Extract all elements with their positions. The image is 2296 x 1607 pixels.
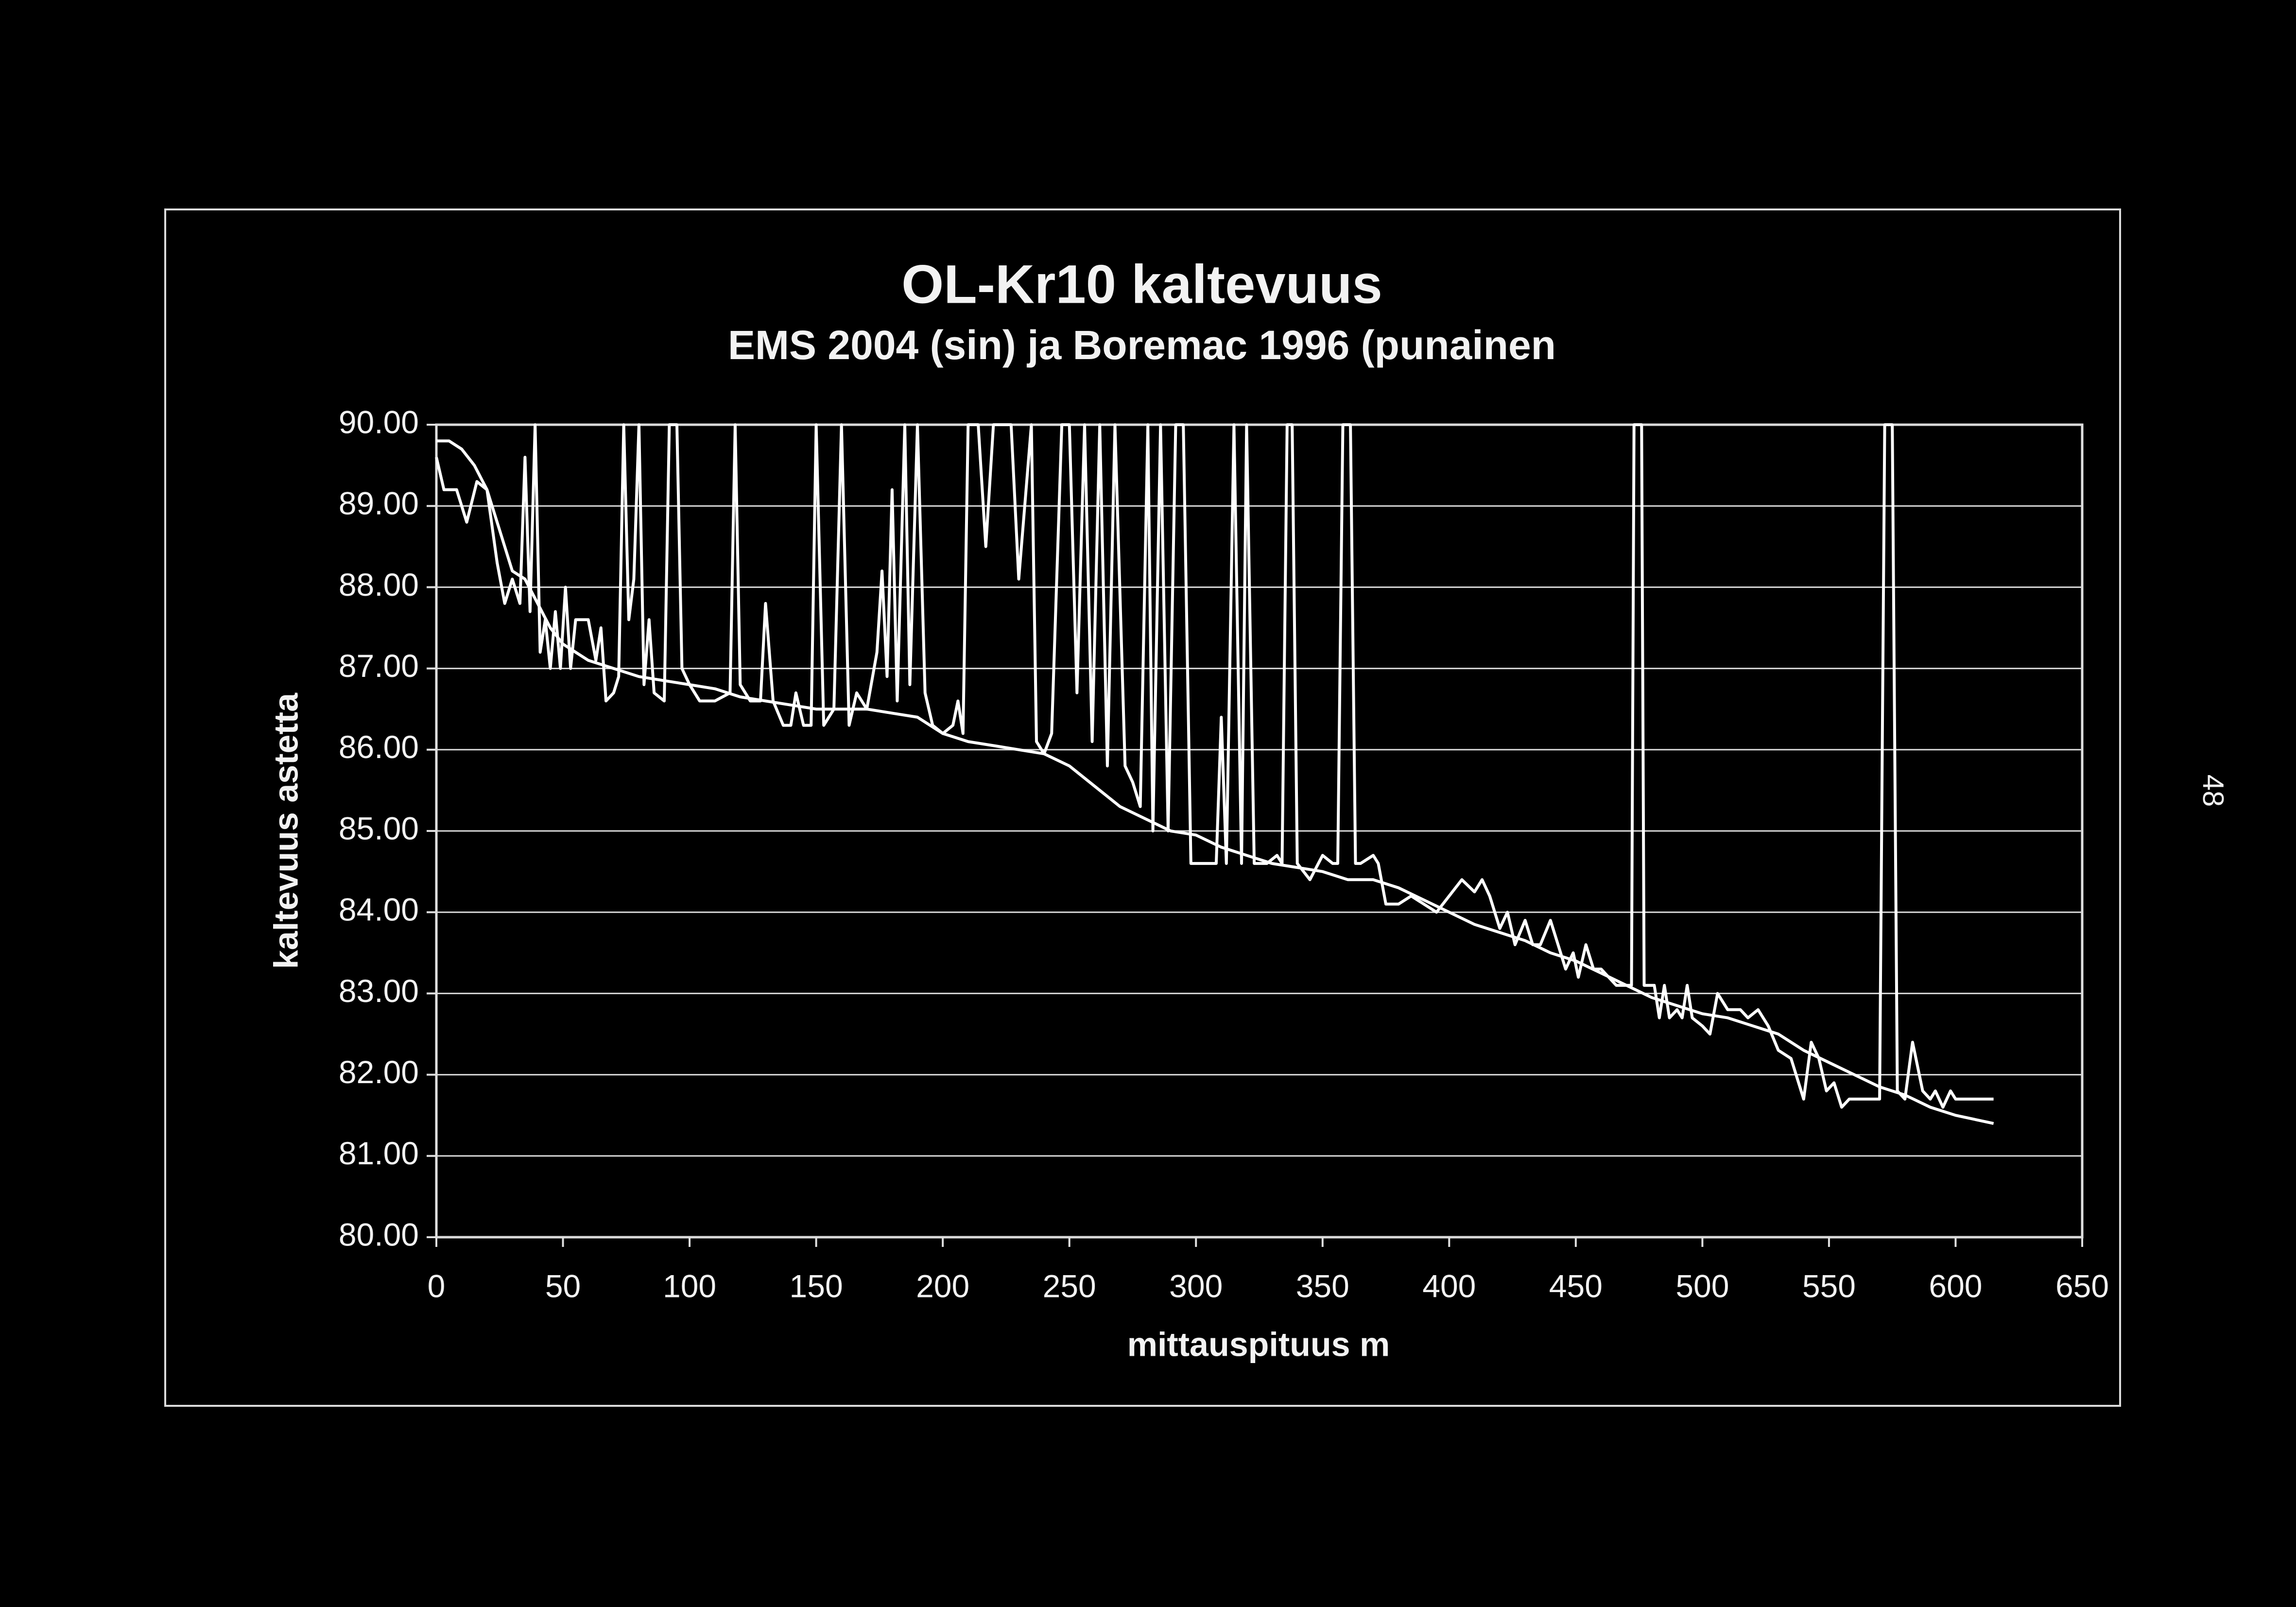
x-tick-label: 250 [1043,1268,1096,1304]
y-axis-label: kaltevuus astetta [267,692,305,969]
y-tick-label: 81.00 [339,1135,419,1171]
chart-subtitle: EMS 2004 (sin) ja Boremac 1996 (punainen [728,322,1556,368]
x-tick-label: 0 [428,1268,446,1304]
page-number: 48 [2197,775,2229,807]
data-line [436,439,1994,1125]
x-tick-label: 500 [1675,1268,1729,1304]
chart-title: OL-Kr10 kaltevuus [901,254,1382,315]
x-tick-label: 50 [545,1268,581,1304]
y-tick-label: 89.00 [339,485,419,521]
y-tick-label: 85.00 [339,810,419,846]
y-tick-label: 84.00 [339,892,419,928]
x-tick-label: 600 [1929,1268,1982,1304]
y-tick-label: 86.00 [339,729,419,765]
x-tick-label: 200 [916,1268,969,1304]
x-tick-label: 400 [1422,1268,1476,1304]
chart-frame [164,208,2121,1407]
x-tick-label: 300 [1169,1268,1223,1304]
x-tick-label: 550 [1802,1268,1856,1304]
y-tick-label: 83.00 [339,973,419,1009]
x-tick-label: 450 [1549,1268,1603,1304]
x-tick-label: 150 [790,1268,843,1304]
x-axis-label: mittauspituus m [1127,1325,1390,1363]
y-tick-label: 82.00 [339,1054,419,1090]
x-tick-label: 650 [2055,1268,2109,1304]
y-tick-label: 87.00 [339,648,419,684]
x-tick-label: 100 [663,1268,716,1304]
data-line [435,423,1994,1109]
x-tick-label: 350 [1296,1268,1349,1304]
y-tick-label: 80.00 [339,1216,419,1252]
y-tick-label: 88.00 [339,567,419,603]
y-tick-label: 90.00 [339,404,419,440]
